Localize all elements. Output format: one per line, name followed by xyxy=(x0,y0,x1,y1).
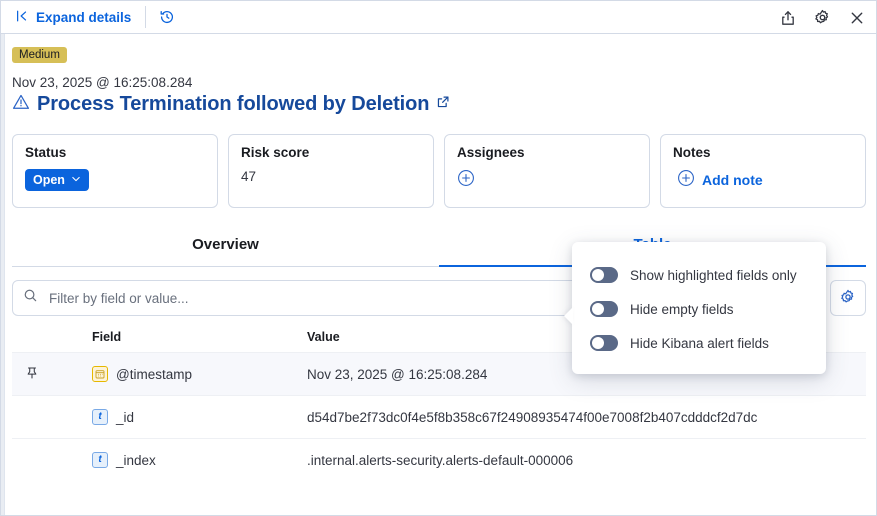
card-status: Status Open xyxy=(12,134,218,208)
table-row[interactable]: t _id d54d7be2f73dc0f4e5f8b358c67f249089… xyxy=(12,395,866,438)
text-field-icon: t xyxy=(92,409,108,425)
toggle-show-highlighted-fields-only[interactable]: Show highlighted fields only xyxy=(572,258,826,292)
flyout-header: Expand details xyxy=(1,1,876,34)
field-value: Nov 23, 2025 @ 16:25:08.284 xyxy=(307,366,488,382)
column-header-field: Field xyxy=(92,330,122,344)
flyout-body: Medium Nov 23, 2025 @ 16:25:08.284 Proce… xyxy=(1,34,876,481)
close-icon xyxy=(849,10,865,26)
gear-icon xyxy=(814,9,831,26)
share-button[interactable] xyxy=(777,7,799,29)
toggle-switch[interactable] xyxy=(590,335,618,351)
header-divider xyxy=(145,6,147,28)
toggle-switch[interactable] xyxy=(590,301,618,317)
flyout-resize-handle[interactable] xyxy=(1,34,5,515)
card-risk-score: Risk score 47 xyxy=(228,134,434,208)
settings-button[interactable] xyxy=(811,6,834,29)
toggle-knob xyxy=(592,337,604,349)
card-notes: Notes Add note xyxy=(660,134,866,208)
card-assignees-title: Assignees xyxy=(457,145,525,160)
card-notes-title: Notes xyxy=(673,145,711,160)
add-note-button[interactable]: Add note xyxy=(677,169,763,190)
header-right-group xyxy=(777,1,868,34)
external-link-icon[interactable] xyxy=(436,95,450,114)
card-assignees: Assignees xyxy=(444,134,650,208)
toggle-knob xyxy=(592,303,604,315)
gear-icon xyxy=(840,289,856,308)
toggle-hide-empty-fields[interactable]: Hide empty fields xyxy=(572,292,826,326)
card-risk-score-title: Risk score xyxy=(241,145,310,160)
history-clock-icon xyxy=(159,9,175,25)
status-value: Open xyxy=(33,173,65,187)
pin-cell[interactable] xyxy=(12,366,52,383)
field-name: _index xyxy=(116,452,156,468)
page-title[interactable]: Process Termination followed by Deletion xyxy=(37,93,430,115)
expand-details-button[interactable]: Expand details xyxy=(11,7,135,28)
share-icon xyxy=(780,10,796,26)
field-name: _id xyxy=(116,409,135,425)
toggle-knob xyxy=(592,269,604,281)
alert-triangle-icon xyxy=(12,93,30,116)
close-button[interactable] xyxy=(846,7,868,29)
risk-score-value: 47 xyxy=(241,169,257,184)
field-name: @timestamp xyxy=(116,366,192,382)
alert-timestamp: Nov 23, 2025 @ 16:25:08.284 xyxy=(12,75,193,90)
field-name-cell: t _id xyxy=(52,409,307,425)
table-row[interactable]: t _index .internal.alerts-security.alert… xyxy=(12,438,866,481)
header-left-group: Expand details xyxy=(11,6,178,28)
toggle-switch[interactable] xyxy=(590,267,618,283)
toggle-label: Hide Kibana alert fields xyxy=(630,335,769,351)
alert-title-row: Process Termination followed by Deletion xyxy=(12,93,866,116)
search-icon xyxy=(23,288,38,308)
field-name-cell: t _index xyxy=(52,452,307,468)
collapse-left-icon xyxy=(15,9,29,26)
column-header-value: Value xyxy=(307,330,340,344)
field-value: d54d7be2f73dc0f4e5f8b358c67f24908935474f… xyxy=(307,409,758,425)
table-settings-popover: Show highlighted fields only Hide empty … xyxy=(564,242,826,374)
pin-icon xyxy=(25,366,39,383)
chevron-down-icon xyxy=(71,173,81,187)
tab-overview[interactable]: Overview xyxy=(12,227,439,267)
field-value: .internal.alerts-security.alerts-default… xyxy=(307,452,574,468)
table-header-row: Field Value xyxy=(12,326,866,352)
summary-cards: Status Open Risk score 47 Assignees xyxy=(12,134,866,208)
plus-circle-icon xyxy=(457,170,475,191)
toggle-label: Show highlighted fields only xyxy=(630,267,797,283)
toggle-hide-kibana-alert-fields[interactable]: Hide Kibana alert fields xyxy=(572,326,826,360)
expand-details-label: Expand details xyxy=(36,9,132,25)
add-note-label: Add note xyxy=(702,171,763,188)
column-header-pin xyxy=(12,330,52,344)
history-clock-icon-button[interactable] xyxy=(156,6,178,28)
add-assignee-button[interactable] xyxy=(457,169,475,187)
card-status-title: Status xyxy=(25,145,67,160)
toggle-label: Hide empty fields xyxy=(630,301,734,317)
table-settings-button[interactable] xyxy=(830,280,866,316)
text-field-icon: t xyxy=(92,452,108,468)
status-dropdown-button[interactable]: Open xyxy=(25,169,89,191)
severity-badge: Medium xyxy=(12,47,67,63)
date-field-icon xyxy=(92,366,108,382)
plus-circle-icon xyxy=(677,169,695,190)
popover-arrow xyxy=(564,307,573,325)
field-name-cell: @timestamp xyxy=(52,366,307,382)
